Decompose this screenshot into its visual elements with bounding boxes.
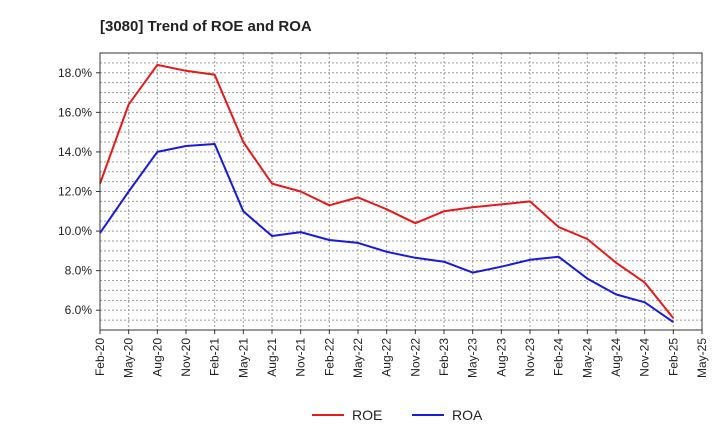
legend: ROE ROA — [312, 407, 483, 423]
x-tick-label: May-24 — [580, 338, 594, 378]
legend-label-roa: ROA — [452, 407, 483, 423]
x-tick-label: Feb-20 — [93, 338, 107, 376]
x-tick-label: Nov-20 — [179, 338, 193, 377]
y-tick-label: 16.0% — [58, 105, 92, 119]
x-tick-label: May-23 — [466, 338, 480, 378]
axes: 6.0% 8.0% 10.0% 12.0% 14.0% 16.0% 18.0% Feb-20 M… — [58, 52, 709, 378]
x-tick-label: Aug-24 — [609, 338, 623, 377]
series-layer — [99, 63, 675, 323]
x-tick-label: Nov-22 — [408, 338, 422, 377]
series-line-roa — [99, 143, 674, 323]
series-line-roe — [99, 63, 675, 319]
x-tick-label: May-25 — [695, 338, 709, 378]
x-tick-label: Feb-22 — [322, 338, 336, 376]
x-tick-label: May-20 — [122, 338, 136, 378]
x-tick-label: May-21 — [236, 338, 250, 378]
x-tick-label: Feb-24 — [552, 338, 566, 376]
y-tick-label: 6.0% — [65, 303, 93, 317]
chart-title: [3080] Trend of ROE and ROA — [100, 18, 312, 35]
x-tick-label: Aug-21 — [265, 338, 279, 377]
x-tick-label: Feb-25 — [666, 338, 680, 376]
y-tick-label: 10.0% — [58, 224, 92, 238]
x-tick-label: May-22 — [351, 338, 365, 378]
x-tick-label: Nov-23 — [523, 338, 537, 377]
x-tick-label: Nov-24 — [638, 338, 652, 377]
y-tick-label: 8.0% — [65, 264, 93, 278]
x-tick-label: Aug-20 — [150, 338, 164, 377]
y-tick-label: 14.0% — [58, 145, 92, 159]
x-tick-label: Aug-23 — [494, 338, 508, 377]
legend-label-roe: ROE — [352, 407, 382, 423]
grid-lines — [100, 53, 702, 330]
y-tick-label: 12.0% — [58, 185, 92, 199]
x-tick-label: Aug-22 — [380, 338, 394, 377]
x-tick-label: Feb-21 — [208, 338, 222, 376]
y-tick-label: 18.0% — [58, 66, 92, 80]
x-tick-label: Nov-21 — [294, 338, 308, 377]
x-tick-label: Feb-23 — [437, 338, 451, 376]
